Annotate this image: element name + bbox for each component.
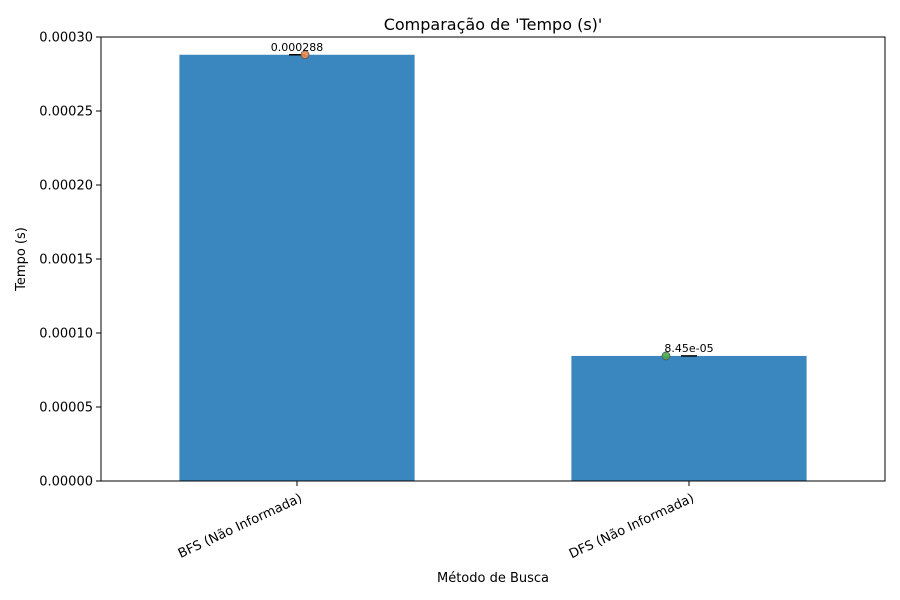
y-tick-label-6: 0.00030 — [39, 31, 93, 46]
y-axis-label: Tempo (s) — [14, 227, 29, 292]
y-tick-label-3: 0.00015 — [39, 253, 93, 268]
y-tick-label-4: 0.00020 — [39, 179, 93, 194]
value-marker-2 — [661, 351, 671, 361]
y-tick-label-2: 0.00010 — [39, 327, 93, 342]
y-tick-label-1: 0.00005 — [39, 401, 93, 416]
x-tick-label-1: DFS (Não Informada) — [567, 491, 697, 562]
x-axis-label: Método de Busca — [437, 571, 549, 586]
x-tick-label-0: BFS (Não Informada) — [176, 491, 305, 562]
bar-2 — [571, 355, 807, 481]
bar-1 — [179, 54, 415, 481]
data-label-1: 0.000288 — [271, 41, 324, 54]
y-tick-label-5: 0.00025 — [39, 105, 93, 120]
data-label-2: 8.45e-05 — [664, 342, 713, 355]
value-marker-1 — [300, 50, 310, 60]
y-tick-label-0: 0.00000 — [39, 475, 93, 490]
chart-title: Comparação de 'Tempo (s)' — [384, 15, 603, 34]
plot-area: 0.000288 8.45e-05 0.00000 0.00005 0.00010 0.0… — [39, 31, 886, 562]
